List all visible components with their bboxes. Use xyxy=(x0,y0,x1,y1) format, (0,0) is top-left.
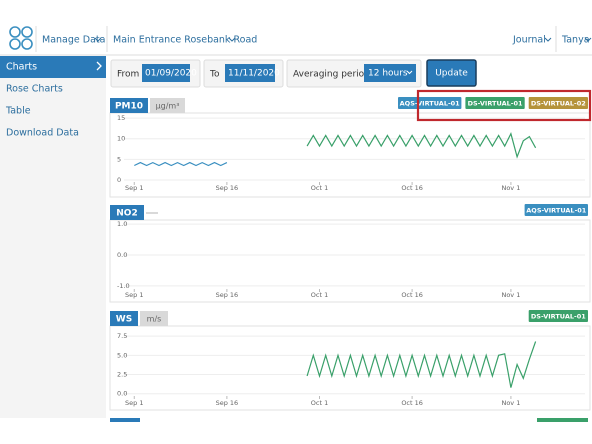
period-label: Averaging period xyxy=(293,70,370,80)
x-tick-label: Sep 1 xyxy=(125,291,143,299)
panel-title: PM10 xyxy=(115,102,143,112)
unit-tab xyxy=(140,311,168,326)
legend-badge xyxy=(528,310,588,322)
panel-tab xyxy=(110,311,138,326)
x-tick-label: Nov 1 xyxy=(501,184,520,192)
y-tick-label: 15 xyxy=(117,114,125,122)
x-tick-label: Oct 16 xyxy=(401,184,423,192)
sidebar-item[interactable]: Table xyxy=(5,106,31,117)
from-label: From xyxy=(117,70,139,80)
legend-label: AQS-VIRTUAL-01 xyxy=(400,100,461,108)
data-line xyxy=(134,161,228,167)
unit-tab xyxy=(150,98,185,113)
panel-tab xyxy=(110,205,144,220)
journal-menu[interactable]: Journal xyxy=(512,35,546,46)
panel xyxy=(109,219,591,303)
update-label: Update xyxy=(435,69,468,79)
sidebar-item[interactable]: Charts xyxy=(6,62,37,73)
legend-badge xyxy=(465,97,525,109)
to-input[interactable] xyxy=(225,64,275,82)
chevron xyxy=(544,37,552,42)
y-tick-label: 10 xyxy=(117,135,125,143)
y-tick-label: 2.5 xyxy=(117,371,127,379)
panel-tab xyxy=(110,98,148,113)
period-select[interactable] xyxy=(364,64,416,82)
chevron xyxy=(406,70,413,75)
x-tick-label: Sep 16 xyxy=(216,399,239,407)
from-date: 01/09/2020 xyxy=(145,69,197,79)
y-tick-label: 0 xyxy=(117,176,121,184)
x-tick-label: Nov 1 xyxy=(501,291,520,299)
x-tick-label: Nov 1 xyxy=(501,399,520,407)
x-tick-label: Oct 1 xyxy=(311,399,328,407)
legend-badge xyxy=(398,97,462,109)
period-value: 12 hours xyxy=(368,69,408,79)
y-tick-label: 1.0 xyxy=(117,220,127,228)
logo xyxy=(9,26,33,50)
legend-label: AQS-VIRTUAL-01 xyxy=(526,207,587,215)
from-input[interactable] xyxy=(142,64,190,82)
x-tick-label: Sep 1 xyxy=(125,184,143,192)
y-tick-label: -1.0 xyxy=(117,282,130,290)
update-button[interactable] xyxy=(426,59,477,87)
x-tick-label: Oct 16 xyxy=(401,291,423,299)
site-selector[interactable]: Main Entrance Rosebank Road xyxy=(113,35,257,46)
y-tick-label: 7.5 xyxy=(117,332,127,340)
legend-badge xyxy=(528,97,588,109)
next-panel-tab xyxy=(110,418,140,422)
panel xyxy=(109,325,591,411)
panel-title: WS xyxy=(116,315,132,325)
y-tick-label: 5 xyxy=(117,155,121,163)
unit-label: m/s xyxy=(147,315,162,324)
sidebar-item[interactable]: Download Data xyxy=(6,128,79,139)
chevron xyxy=(94,37,102,42)
x-tick-label: Oct 16 xyxy=(401,399,423,407)
chevron xyxy=(228,37,236,42)
x-tick-label: Oct 1 xyxy=(311,184,328,192)
to-date: 11/11/2020 xyxy=(228,69,280,79)
legend-badge xyxy=(524,204,588,216)
unit-tab xyxy=(146,212,158,214)
x-tick-label: Sep 1 xyxy=(125,399,143,407)
data-line xyxy=(306,341,537,388)
unit-label: µg/m³ xyxy=(156,102,180,111)
chevron xyxy=(584,37,592,42)
menu-manage-data[interactable]: Manage Data xyxy=(42,35,105,46)
legend-label: DS-VIRTUAL-01 xyxy=(468,100,523,108)
x-tick-label: Sep 16 xyxy=(216,291,239,299)
y-tick-label: 5.0 xyxy=(117,351,127,359)
user-menu[interactable]: Tanya xyxy=(561,35,590,46)
sidebar-item[interactable]: Rose Charts xyxy=(6,84,63,95)
data-line xyxy=(306,132,537,159)
x-tick-label: Sep 16 xyxy=(216,184,239,192)
panel xyxy=(109,112,591,198)
chevron xyxy=(96,61,102,71)
y-tick-label: 0.0 xyxy=(117,251,127,259)
legend-label: DS-VIRTUAL-01 xyxy=(531,313,586,321)
to-label: To xyxy=(209,70,220,80)
highlight-box xyxy=(416,89,592,122)
legend-label: DS-VIRTUAL-02 xyxy=(531,100,586,108)
x-tick-label: Oct 1 xyxy=(311,291,328,299)
next-panel-badge xyxy=(537,418,588,422)
panel-title: NO2 xyxy=(116,209,137,219)
y-tick-label: 0.0 xyxy=(117,390,127,398)
sidebar xyxy=(0,56,106,418)
sidebar-active xyxy=(0,56,106,78)
